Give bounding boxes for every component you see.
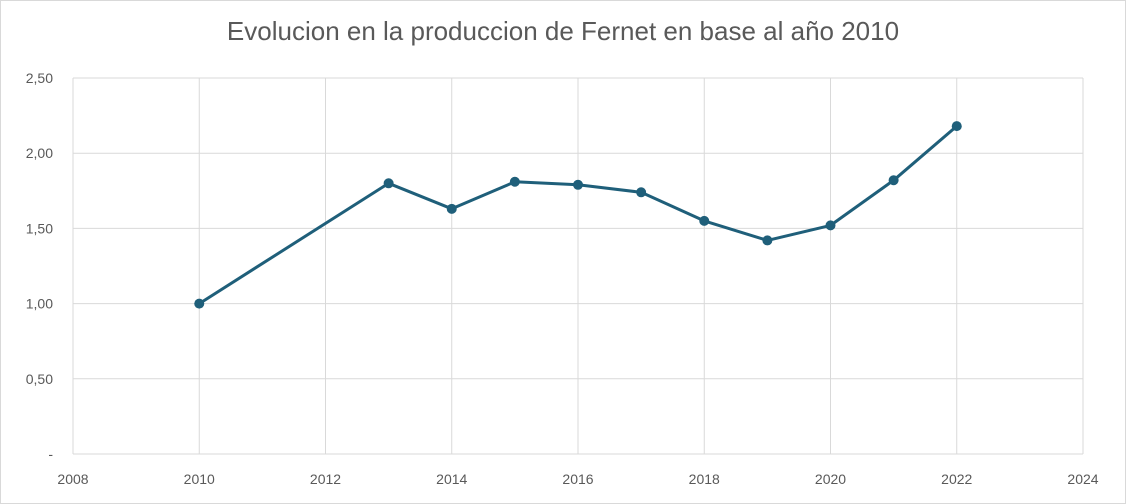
- x-tick-label: 2020: [815, 471, 846, 487]
- data-point: [951, 121, 962, 132]
- x-tick-label: 2014: [436, 471, 467, 487]
- data-point: [509, 176, 520, 187]
- data-point: [762, 235, 773, 246]
- grid-layer: [72, 77, 1084, 455]
- data-point: [573, 179, 583, 190]
- x-tick-label: 2018: [689, 471, 720, 487]
- y-tick-label: 1,00: [26, 296, 53, 312]
- x-tick-label: 2022: [941, 471, 972, 487]
- chart-title: Evolucion en la produccion de Fernet en …: [226, 16, 900, 46]
- x-tick-label: 2010: [184, 471, 215, 487]
- y-tick-label: 2,50: [26, 70, 53, 86]
- x-tick-label: 2008: [57, 471, 88, 487]
- data-point: [825, 220, 836, 231]
- data-point: [383, 178, 394, 189]
- x-tick-label: 2012: [310, 471, 341, 487]
- x-tick-label: 2024: [1067, 471, 1098, 487]
- data-point: [888, 175, 899, 186]
- y-tick-label: 0,50: [26, 371, 53, 387]
- y-tick-label: -: [48, 446, 53, 462]
- y-tick-label: 1,50: [26, 220, 53, 236]
- y-tick-label: 2,00: [26, 145, 53, 161]
- data-point: [194, 298, 205, 309]
- data-point: [446, 203, 457, 214]
- series-layer: [194, 121, 962, 309]
- x-tick-label: 2016: [562, 471, 593, 487]
- data-point: [636, 187, 647, 198]
- data-point: [699, 215, 710, 226]
- x-axis-ticks: 2008 2010 2012 2014 2016 2018 2020 2022 2024: [57, 471, 1098, 487]
- y-axis-ticks: - 0,50 1,00 1,50 2,00 2,50: [26, 70, 54, 462]
